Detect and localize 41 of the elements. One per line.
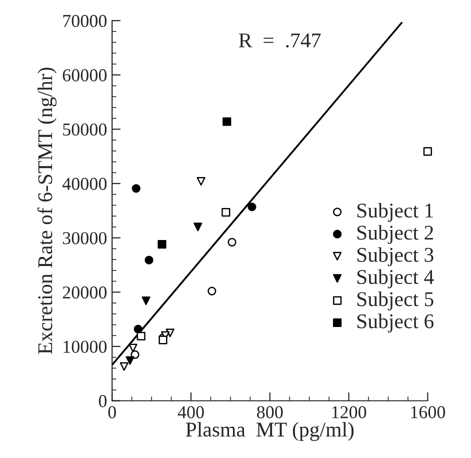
y-tick-label: 20000	[62, 286, 107, 299]
legend-label: Subject 4	[357, 269, 434, 288]
x-tick-label: 800	[257, 406, 283, 418]
x-tick-label: 1200	[332, 406, 366, 418]
y-tick-label: 0	[98, 395, 107, 408]
y-tick-label: 40000	[62, 178, 107, 190]
y-tick-label: 30000	[62, 232, 107, 244]
x-axis-title: Plasma MT (pg/ml)	[186, 422, 354, 441]
legend-label: Subject 1	[357, 202, 433, 222]
point	[134, 324, 142, 334]
y-tick-label: 70000	[63, 14, 107, 28]
point	[128, 344, 138, 352]
point	[248, 202, 256, 212]
point	[144, 256, 154, 264]
y-tick-label: 10000	[64, 340, 107, 353]
y-tick-label: 50000	[63, 123, 107, 136]
point	[222, 117, 232, 126]
point	[120, 362, 128, 371]
point	[208, 286, 216, 296]
point	[228, 238, 236, 246]
annotation: R = .747	[238, 34, 321, 48]
legend-label: Subject 6	[357, 314, 434, 333]
point	[142, 296, 150, 306]
point	[136, 332, 146, 340]
y-axis-title: Excretion Rate of 6-STMT (ng/hr)	[37, 68, 57, 354]
x-tick-label: 0	[108, 406, 116, 418]
point	[126, 356, 134, 365]
legend-label: Subject 2	[357, 225, 434, 244]
point	[423, 147, 432, 156]
point	[196, 177, 206, 186]
point	[132, 184, 140, 193]
y-tick-label: 60000	[62, 69, 107, 82]
point	[166, 328, 174, 338]
point	[158, 336, 168, 344]
x-tick-label: 400	[178, 406, 204, 418]
legend-label: Subject 5	[357, 292, 434, 310]
legend-label: Subject 3	[357, 247, 434, 266]
point	[158, 240, 166, 249]
point	[194, 222, 202, 232]
x-tick-label: 1600	[411, 406, 446, 418]
point	[222, 208, 230, 217]
